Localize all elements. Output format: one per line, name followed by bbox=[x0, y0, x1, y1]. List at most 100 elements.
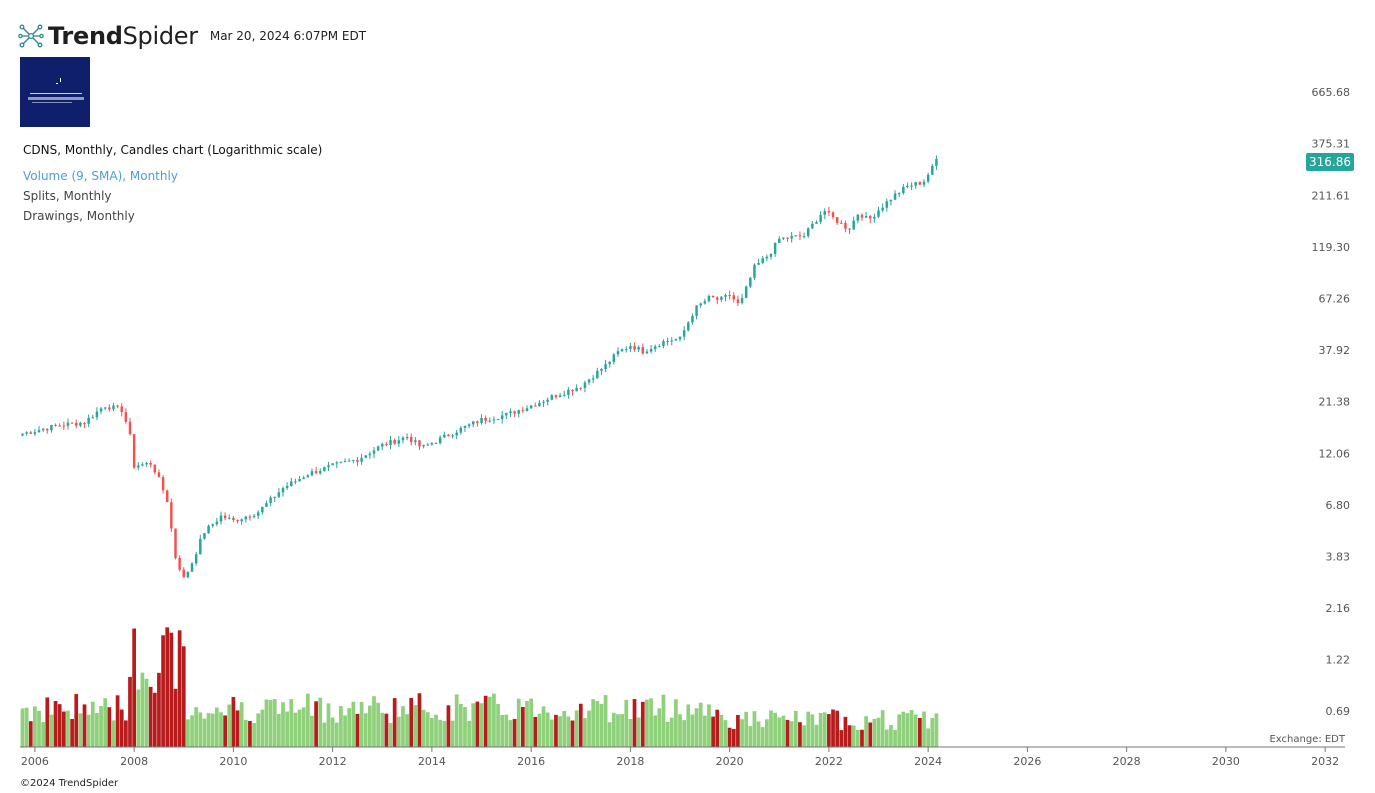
candle-body[interactable] bbox=[434, 443, 438, 445]
candle-body[interactable] bbox=[790, 236, 793, 239]
candle-body[interactable] bbox=[885, 201, 889, 208]
candle-body[interactable] bbox=[736, 299, 740, 303]
candle-body[interactable] bbox=[761, 258, 764, 264]
candle-body[interactable] bbox=[670, 340, 673, 342]
candle-body[interactable] bbox=[625, 348, 628, 350]
candle-body[interactable] bbox=[633, 346, 636, 350]
candle-body[interactable] bbox=[447, 434, 450, 437]
candle-body[interactable] bbox=[558, 395, 562, 398]
candle-body[interactable] bbox=[707, 295, 711, 302]
candle-body[interactable] bbox=[662, 341, 665, 347]
candle-body[interactable] bbox=[509, 411, 512, 413]
candle-body[interactable] bbox=[935, 158, 938, 166]
candle-body[interactable] bbox=[744, 286, 748, 298]
candle-body[interactable] bbox=[182, 569, 186, 578]
candle-body[interactable] bbox=[41, 428, 45, 431]
candle-body[interactable] bbox=[75, 422, 78, 426]
candle-body[interactable] bbox=[426, 444, 429, 446]
candle-body[interactable] bbox=[310, 471, 314, 476]
candle-body[interactable] bbox=[910, 185, 913, 187]
candle-body[interactable] bbox=[720, 296, 723, 300]
candle-body[interactable] bbox=[893, 193, 897, 200]
candle-body[interactable] bbox=[261, 506, 264, 513]
candle-body[interactable] bbox=[352, 459, 355, 461]
candle-body[interactable] bbox=[687, 322, 690, 331]
legend-drawings[interactable]: Drawings, Monthly bbox=[23, 209, 135, 223]
candle-body[interactable] bbox=[95, 411, 99, 418]
candle-body[interactable] bbox=[852, 220, 855, 230]
candle-body[interactable] bbox=[538, 402, 541, 407]
candle-body[interactable] bbox=[108, 407, 111, 410]
candle-body[interactable] bbox=[120, 406, 123, 413]
candle-body[interactable] bbox=[546, 399, 549, 402]
candle-body[interactable] bbox=[87, 417, 90, 424]
candle-body[interactable] bbox=[682, 330, 686, 337]
candle-body[interactable] bbox=[740, 297, 744, 303]
candle-body[interactable] bbox=[405, 437, 409, 439]
candle-body[interactable] bbox=[703, 301, 707, 304]
candle-body[interactable] bbox=[389, 439, 392, 446]
candle-body[interactable] bbox=[232, 517, 235, 520]
candle-body[interactable] bbox=[165, 490, 169, 503]
candle-body[interactable] bbox=[141, 464, 144, 466]
candle-body[interactable] bbox=[54, 424, 57, 426]
candle-body[interactable] bbox=[521, 410, 525, 412]
candle-body[interactable] bbox=[174, 528, 177, 558]
candle-body[interactable] bbox=[397, 440, 401, 444]
chart-title[interactable]: CDNS, Monthly, Candles chart (Logarithmi… bbox=[23, 143, 323, 157]
candle-body[interactable] bbox=[769, 254, 773, 257]
candle-body[interactable] bbox=[608, 361, 611, 365]
candle-body[interactable] bbox=[33, 432, 37, 434]
candle-body[interactable] bbox=[732, 295, 736, 300]
candle-body[interactable] bbox=[484, 417, 487, 421]
candle-body[interactable] bbox=[902, 187, 905, 194]
candle-body[interactable] bbox=[715, 297, 719, 300]
candle-body[interactable] bbox=[294, 481, 297, 483]
candle-body[interactable] bbox=[492, 419, 496, 421]
candle-body[interactable] bbox=[591, 378, 595, 380]
candle-body[interactable] bbox=[207, 525, 210, 534]
candle-body[interactable] bbox=[864, 215, 868, 218]
candle-body[interactable] bbox=[381, 443, 384, 447]
candle-body[interactable] bbox=[877, 210, 880, 217]
candle-body[interactable] bbox=[161, 477, 165, 491]
candle-body[interactable] bbox=[641, 347, 645, 354]
candle-body[interactable] bbox=[430, 443, 434, 445]
candle-body[interactable] bbox=[128, 421, 132, 435]
candle-body[interactable] bbox=[637, 347, 640, 350]
candle-body[interactable] bbox=[302, 477, 305, 479]
candle-body[interactable] bbox=[318, 471, 322, 474]
candle-body[interactable] bbox=[66, 422, 70, 426]
candle-body[interactable] bbox=[459, 427, 463, 433]
candle-body[interactable] bbox=[678, 336, 682, 340]
candle-body[interactable] bbox=[376, 446, 380, 451]
candle-body[interactable] bbox=[58, 425, 61, 427]
candle-body[interactable] bbox=[46, 428, 49, 431]
candle-body[interactable] bbox=[211, 524, 214, 526]
candle-body[interactable] bbox=[285, 486, 289, 489]
candle-body[interactable] bbox=[513, 411, 516, 414]
candle-body[interactable] bbox=[500, 415, 504, 420]
candle-body[interactable] bbox=[265, 503, 268, 507]
candle-body[interactable] bbox=[782, 237, 785, 239]
candle-body[interactable] bbox=[798, 235, 802, 237]
candle-body[interactable] bbox=[91, 417, 95, 419]
candle-body[interactable] bbox=[476, 421, 479, 424]
candle-body[interactable] bbox=[323, 467, 326, 472]
candle-body[interactable] bbox=[314, 471, 318, 474]
candle-body[interactable] bbox=[666, 340, 669, 342]
candle-body[interactable] bbox=[831, 212, 835, 218]
candle-body[interactable] bbox=[215, 521, 219, 525]
candle-body[interactable] bbox=[298, 478, 301, 482]
candle-body[interactable] bbox=[488, 420, 492, 422]
candle-body[interactable] bbox=[364, 455, 367, 458]
candle-body[interactable] bbox=[889, 199, 893, 202]
candle-body[interactable] bbox=[856, 214, 860, 221]
candle-body[interactable] bbox=[525, 408, 529, 412]
candle-body[interactable] bbox=[914, 182, 917, 186]
candle-body[interactable] bbox=[765, 256, 769, 259]
candle-body[interactable] bbox=[422, 445, 425, 447]
candle-body[interactable] bbox=[244, 516, 248, 520]
candle-body[interactable] bbox=[252, 515, 256, 518]
candle-body[interactable] bbox=[194, 554, 198, 564]
